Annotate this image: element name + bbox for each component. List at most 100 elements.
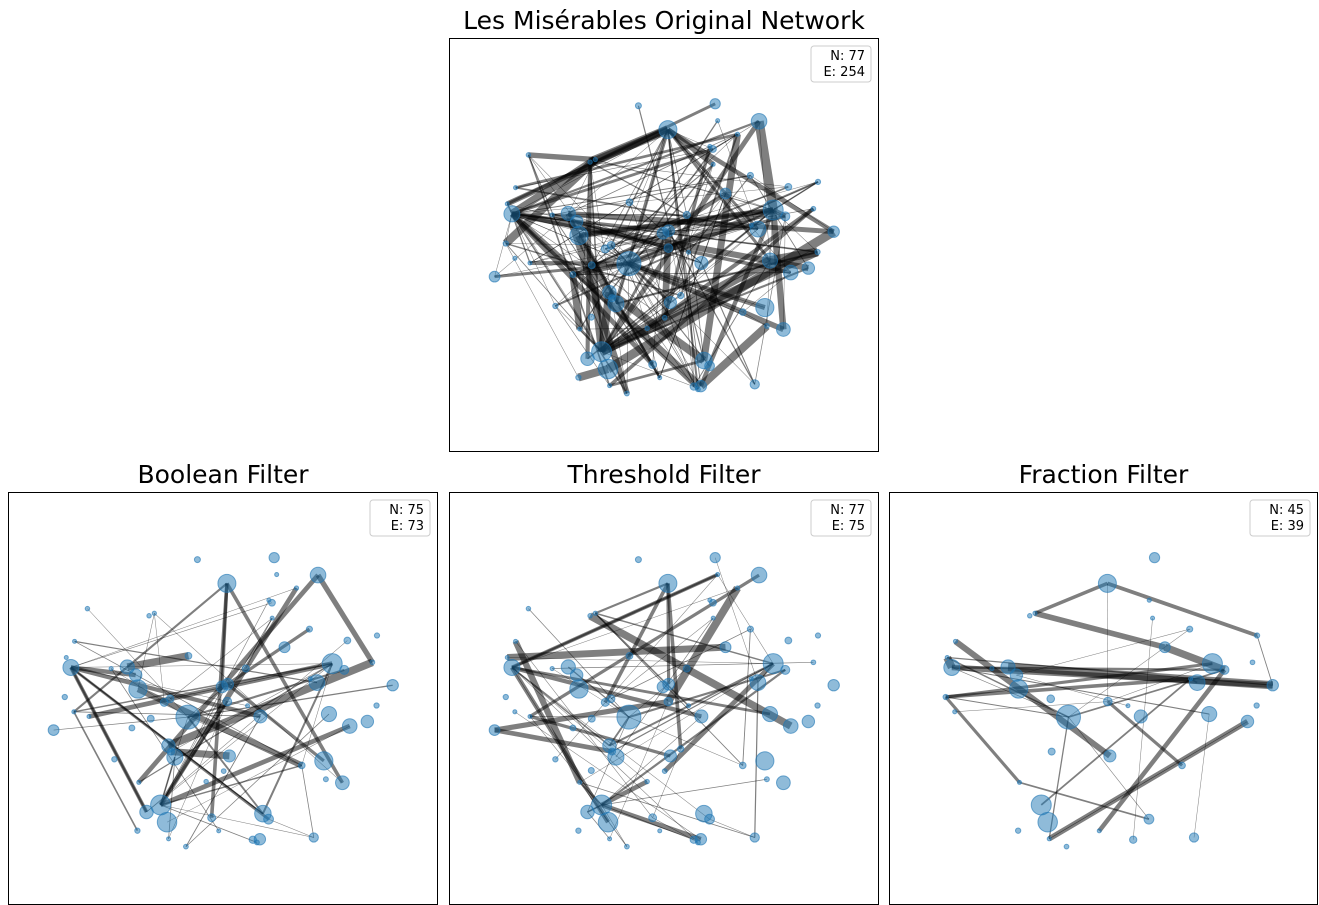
node [607,748,625,766]
edge [670,228,759,303]
node [314,751,334,771]
edge [954,701,1108,713]
node [810,205,817,212]
node [1027,613,1033,619]
panel-title: Fraction Filter [1019,460,1189,489]
edge [1256,635,1274,686]
edge [73,662,333,713]
edge [74,640,318,684]
edge [700,133,741,361]
edge [668,228,758,232]
stats-edges: E: 254 [823,65,865,80]
node [624,390,630,397]
node [203,778,209,785]
edge [754,120,778,211]
edge [953,638,1112,759]
node [217,573,237,593]
node [1188,674,1206,691]
node [341,718,358,734]
node [780,211,791,222]
edge [599,119,762,354]
node [715,572,721,578]
edge [601,209,774,353]
edge [1132,618,1153,840]
edge [652,748,681,818]
node [504,655,510,661]
edge [628,261,766,310]
edge [160,600,270,806]
node [527,260,533,266]
node [1201,653,1223,675]
edge [607,288,707,364]
node [128,679,148,699]
node [575,374,582,381]
edge [666,128,772,262]
node [762,653,784,675]
node [607,836,613,842]
node [305,625,313,633]
panel: Boolean Filter N: 75E: 73 [8,460,438,905]
node [734,585,741,591]
node [686,703,692,709]
edge [1106,581,1258,638]
node [661,314,668,321]
edge [1047,719,1249,842]
node [682,664,691,673]
node [1102,696,1113,707]
node [694,709,709,724]
edge [511,667,648,782]
edge [601,804,694,841]
node [587,766,595,775]
edge [1107,663,1213,702]
edge [698,209,776,387]
edge [594,582,669,615]
node [159,697,169,707]
node [502,240,509,247]
node [748,676,754,682]
node [308,674,326,691]
node [592,610,598,616]
node [780,664,791,675]
edge [600,669,786,806]
edge [511,174,751,215]
node [587,714,596,723]
node [587,313,595,321]
node [146,714,155,723]
node [657,375,663,381]
edge [626,263,630,394]
panel: Threshold Filter N: 77E: 75 [449,460,879,905]
node [746,625,754,633]
edge [667,129,791,273]
node [749,379,760,390]
node [801,714,816,729]
node [814,248,821,256]
node [1158,641,1171,654]
edge [750,175,834,232]
edge [511,120,760,215]
node [580,351,595,367]
edge [70,587,297,668]
node [600,244,610,254]
edge [225,582,344,784]
edge [572,272,791,275]
node [1037,811,1058,833]
node [1009,668,1024,682]
node [648,360,658,369]
node [309,566,327,584]
node [207,813,217,823]
node [111,756,118,763]
edge [665,585,741,704]
edge [951,666,1210,715]
edge [301,765,315,838]
node [549,665,555,672]
node [801,261,816,275]
edge [511,213,556,307]
edge [511,213,531,264]
node [784,636,793,645]
stats-nodes: N: 75 [389,503,424,518]
node [71,709,77,715]
node [709,145,717,153]
edge [511,587,738,668]
node [1253,632,1261,639]
node [734,131,741,137]
